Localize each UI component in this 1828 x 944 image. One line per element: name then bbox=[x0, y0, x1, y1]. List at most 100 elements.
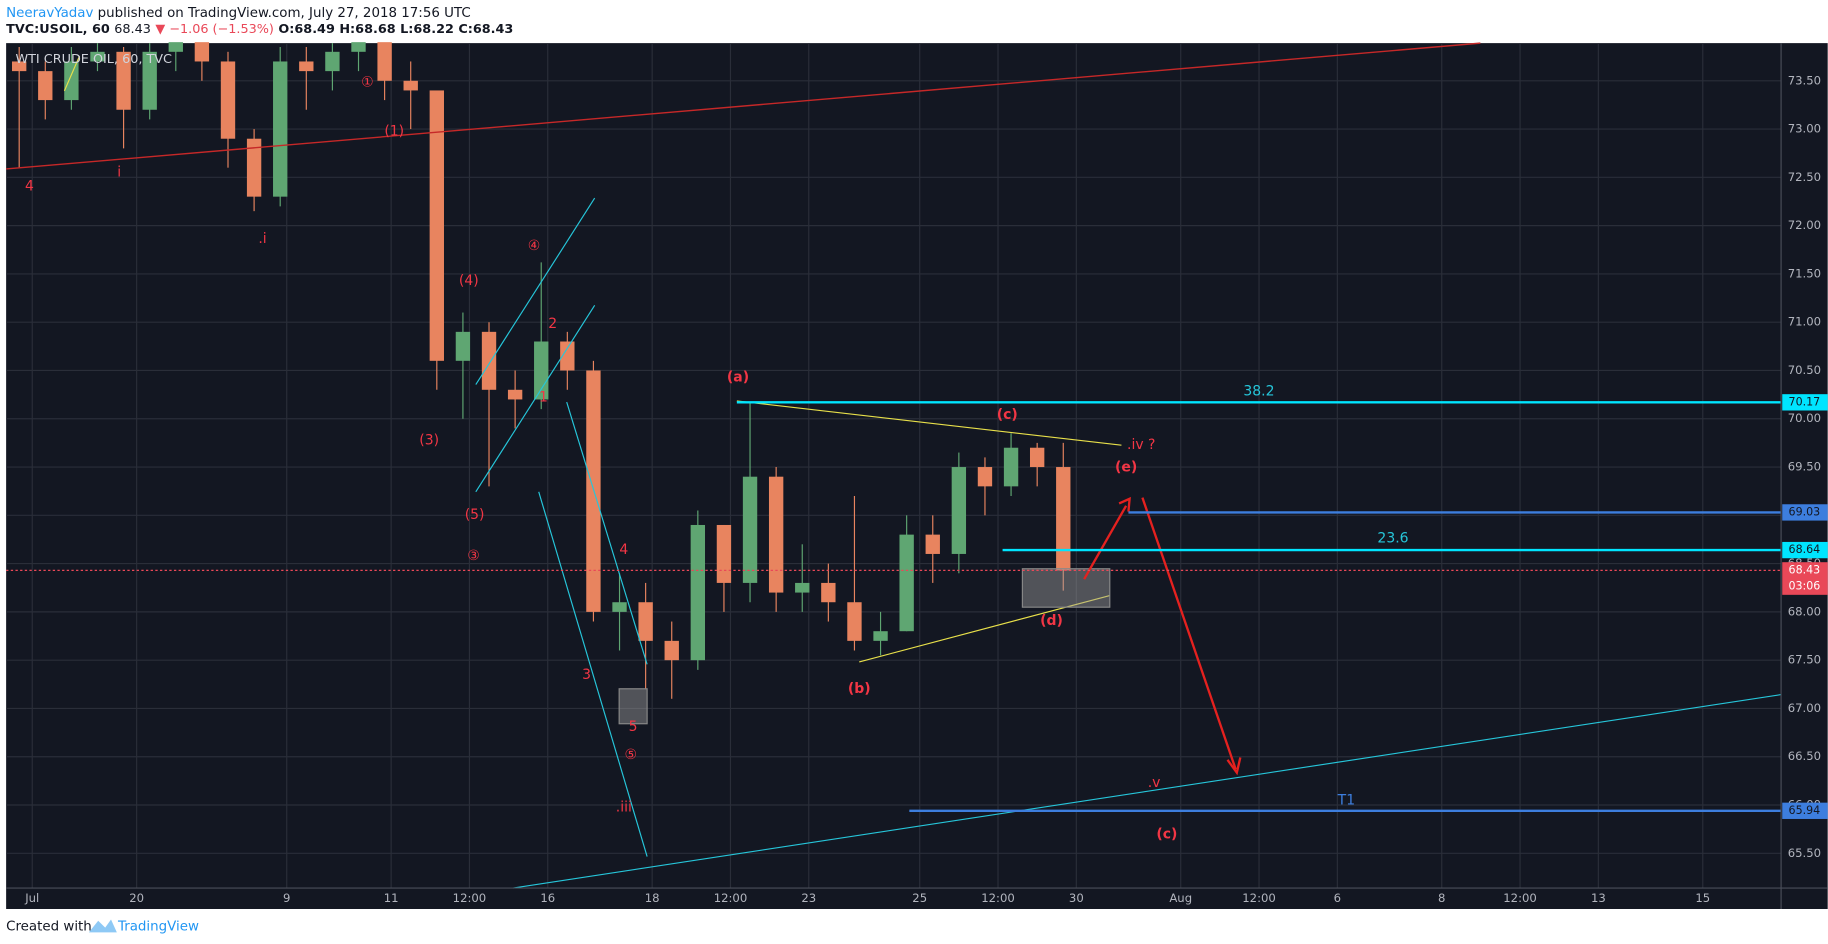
price-box bbox=[1782, 504, 1828, 521]
channel-line bbox=[475, 305, 596, 493]
candle-body bbox=[768, 476, 784, 593]
candle-body bbox=[12, 61, 27, 72]
wave-label: (d) bbox=[1040, 613, 1063, 629]
y-tick-label: 72.00 bbox=[1788, 218, 1821, 232]
candle-body bbox=[925, 534, 940, 554]
price-box bbox=[1782, 541, 1828, 559]
last-price-label: 68.43 bbox=[1789, 563, 1821, 576]
footer-bg bbox=[0, 909, 1828, 944]
x-tick-label: Jul bbox=[24, 891, 39, 905]
box bbox=[618, 688, 648, 725]
candle-body bbox=[246, 138, 262, 197]
candle-body bbox=[116, 51, 131, 110]
levels bbox=[6, 401, 1782, 812]
candle-body bbox=[455, 331, 471, 361]
candle-body bbox=[612, 602, 627, 612]
price-box bbox=[1782, 394, 1828, 411]
candle-body bbox=[377, 42, 392, 81]
candle-body bbox=[403, 80, 418, 91]
candle-body bbox=[64, 61, 79, 101]
y-tick-label: 70.00 bbox=[1788, 411, 1821, 425]
grid bbox=[6, 43, 1782, 889]
wave-label: i bbox=[117, 164, 121, 180]
wave-label: ⑤ bbox=[625, 747, 638, 763]
candle-body bbox=[899, 534, 914, 632]
x-tick-label: 16 bbox=[540, 891, 555, 905]
x-tick-label: 8 bbox=[1438, 891, 1445, 905]
y-tick-label: 67.50 bbox=[1788, 653, 1821, 667]
candle-body bbox=[821, 582, 836, 603]
footer-brand[interactable]: TradingView bbox=[117, 920, 199, 935]
trend-line bbox=[6, 42, 1481, 170]
ohlc: C:68.43 bbox=[458, 22, 513, 37]
chart-title: WTI CRUDE OIL, 60, TVC bbox=[15, 52, 172, 67]
candle-body bbox=[951, 467, 967, 554]
wave-label: (e) bbox=[1115, 459, 1137, 475]
wave-label: .v bbox=[1148, 775, 1161, 791]
wave-label: ③ bbox=[467, 548, 480, 564]
candle-body bbox=[168, 42, 183, 52]
wave-label: (4) bbox=[459, 273, 479, 289]
triangle-line bbox=[736, 400, 1122, 446]
arrow-head bbox=[1226, 757, 1242, 776]
x-tick-label: 13 bbox=[1591, 891, 1606, 905]
arrow-head bbox=[1118, 496, 1131, 512]
countdown-label: 03:06 bbox=[1788, 580, 1820, 593]
y-tick-label: 73.50 bbox=[1788, 73, 1821, 87]
wedge-line bbox=[566, 401, 648, 665]
y-tick-label: 73.00 bbox=[1788, 122, 1821, 136]
logo bbox=[88, 919, 117, 933]
y-tick-label: 72.50 bbox=[1788, 170, 1821, 184]
wave-label: (3) bbox=[419, 433, 439, 449]
wave-label: 3 bbox=[582, 667, 591, 683]
y-tick-label: 68.00 bbox=[1788, 604, 1821, 618]
annotations: 4 i .i ① (1) (4) ④ 2 1 (3) (5) ③ 4 3 5 ⑤… bbox=[25, 75, 1409, 843]
candle-body bbox=[534, 341, 549, 400]
candles bbox=[12, 42, 1071, 699]
trend-line bbox=[513, 694, 1782, 889]
wave-label: 4 bbox=[619, 542, 628, 558]
wave-label: (1) bbox=[384, 124, 404, 140]
trend-line bbox=[63, 55, 81, 92]
x-tick-label: 9 bbox=[283, 891, 290, 905]
y-tick-label: 70.50 bbox=[1788, 363, 1821, 377]
symbol: TVC:USOIL, 60 bbox=[6, 22, 110, 37]
candle-body bbox=[977, 467, 993, 487]
candle-body bbox=[299, 61, 314, 72]
price: 68.43 bbox=[114, 22, 151, 37]
x-tick-label: 23 bbox=[801, 891, 816, 905]
y-tick-label: 71.00 bbox=[1788, 315, 1821, 329]
wave-label: (b) bbox=[848, 681, 871, 697]
last-price-box bbox=[1782, 562, 1828, 595]
fib-label: 23.6 bbox=[1377, 530, 1408, 546]
symbol-line: TVC:USOIL, 60 68.43 ▼ −1.06 (−1.53%) O:6… bbox=[6, 22, 513, 37]
target-label: T1 bbox=[1337, 793, 1355, 809]
candle-body bbox=[273, 61, 288, 197]
ohlc: L:68.22 bbox=[400, 22, 454, 37]
wave-label: 4 bbox=[25, 178, 34, 194]
author[interactable]: NeeravYadav bbox=[6, 6, 93, 21]
channel-line bbox=[475, 197, 596, 385]
price-box bbox=[1782, 802, 1828, 819]
header-line: NeeravYadav published on TradingView.com… bbox=[6, 6, 471, 21]
wave-label: .i bbox=[258, 231, 266, 247]
y-tick-label: 65.50 bbox=[1788, 846, 1821, 860]
x-tick-label: 11 bbox=[384, 891, 399, 905]
wave-label: 5 bbox=[629, 719, 638, 735]
candle-body bbox=[38, 71, 53, 101]
arrow bbox=[1141, 497, 1237, 770]
wave-label: (c) bbox=[997, 407, 1018, 423]
x-tick-label: 30 bbox=[1069, 891, 1084, 905]
candle-body bbox=[220, 61, 236, 139]
x-tick-label: 12:00 bbox=[1503, 891, 1537, 905]
x-tick-label: 15 bbox=[1695, 891, 1710, 905]
wave-label: (c) bbox=[1156, 826, 1177, 842]
wave-label: 1 bbox=[539, 389, 548, 405]
wave-label: (a) bbox=[727, 370, 749, 386]
x-tick-label: 12:00 bbox=[981, 891, 1015, 905]
box bbox=[1021, 568, 1111, 608]
y-tick-label: 71.50 bbox=[1788, 266, 1821, 280]
axes: 65.5066.0066.5067.0067.5068.0068.5069.00… bbox=[24, 73, 1828, 905]
